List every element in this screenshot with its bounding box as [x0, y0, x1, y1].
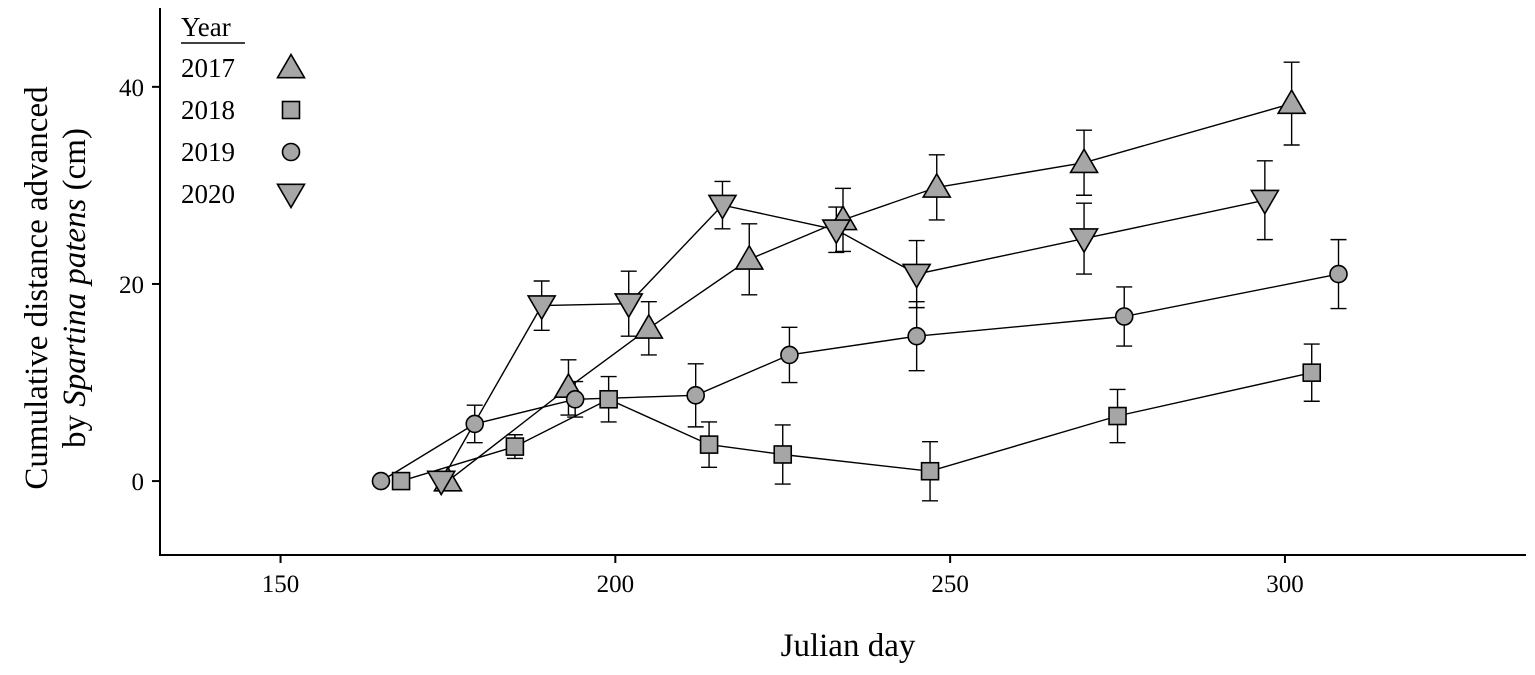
- data-point-2017: [734, 244, 765, 270]
- data-point-2017: [1276, 88, 1307, 115]
- legend-label-2020: 2020: [181, 179, 235, 209]
- legend-title: Year: [181, 12, 231, 42]
- data-markers: [371, 88, 1348, 497]
- data-point-2018: [1302, 363, 1322, 382]
- data-point-2017: [921, 172, 952, 198]
- legend-marker-2017: [276, 52, 306, 79]
- data-point-2020: [1069, 228, 1099, 254]
- series-line-2018: [400, 372, 1312, 482]
- legend-label-2019: 2019: [181, 137, 235, 167]
- legend: Year 2017 2018 2019 2020: [181, 12, 306, 210]
- legend-label-2018: 2018: [181, 95, 235, 125]
- series-lines: [380, 102, 1339, 482]
- legend-entries: 2017 2018 2019 2020: [181, 52, 306, 210]
- x-tick-label: 250: [931, 571, 969, 598]
- y-axis-title-prefix: by: [57, 407, 93, 448]
- data-point-2018: [920, 461, 940, 481]
- data-point-2020: [707, 194, 738, 221]
- data-point-2019: [1114, 307, 1134, 326]
- y-tick-label: 20: [119, 272, 144, 299]
- data-point-2018: [391, 471, 411, 491]
- data-point-2017: [633, 313, 664, 339]
- data-point-2018: [1108, 406, 1127, 426]
- x-axis-title: Julian day: [781, 628, 916, 664]
- y-tick-label: 0: [132, 469, 145, 496]
- data-point-2017: [1069, 147, 1099, 174]
- data-point-2020: [1249, 189, 1280, 216]
- data-point-2020: [526, 295, 557, 321]
- data-point-2018: [773, 445, 793, 464]
- data-point-2019: [371, 471, 391, 491]
- data-point-2020: [426, 470, 457, 497]
- data-point-2019: [780, 345, 799, 365]
- x-ticks: 150 200 250 300: [262, 555, 1304, 598]
- data-point-2019: [565, 389, 585, 409]
- x-tick-label: 300: [1266, 571, 1304, 598]
- y-axis-title: Cumulative distance advanced by Spartina…: [19, 86, 93, 490]
- data-point-2019: [465, 414, 485, 434]
- series-line-2019: [380, 273, 1339, 482]
- series-line-2020: [440, 199, 1266, 482]
- y-tick-label: 40: [119, 75, 144, 102]
- error-bars: [466, 61, 1347, 502]
- legend-marker-2020: [276, 183, 306, 210]
- legend-marker-2019: [281, 142, 301, 162]
- data-point-2018: [505, 437, 525, 456]
- y-axis-title-line1: Cumulative distance advanced: [19, 86, 55, 490]
- y-axis-title-species: Spartina patens: [57, 199, 93, 407]
- data-point-2019: [907, 326, 926, 346]
- data-point-2019: [686, 386, 705, 405]
- data-point-2018: [699, 435, 719, 454]
- data-point-2020: [613, 293, 644, 319]
- legend-label-2017: 2017: [181, 53, 235, 83]
- y-ticks: 0 20 40: [119, 75, 160, 496]
- y-axis-title-suffix: (cm): [57, 128, 93, 199]
- x-tick-label: 200: [597, 571, 635, 598]
- x-tick-label: 150: [262, 571, 300, 598]
- data-point-2019: [1329, 264, 1348, 284]
- data-point-2020: [821, 219, 852, 245]
- data-point-2018: [599, 389, 618, 409]
- data-point-2020: [901, 263, 932, 290]
- y-axis-title-line2: by Spartina patens (cm): [57, 128, 93, 448]
- legend-marker-2018: [281, 100, 301, 120]
- series-line-2017: [447, 102, 1292, 482]
